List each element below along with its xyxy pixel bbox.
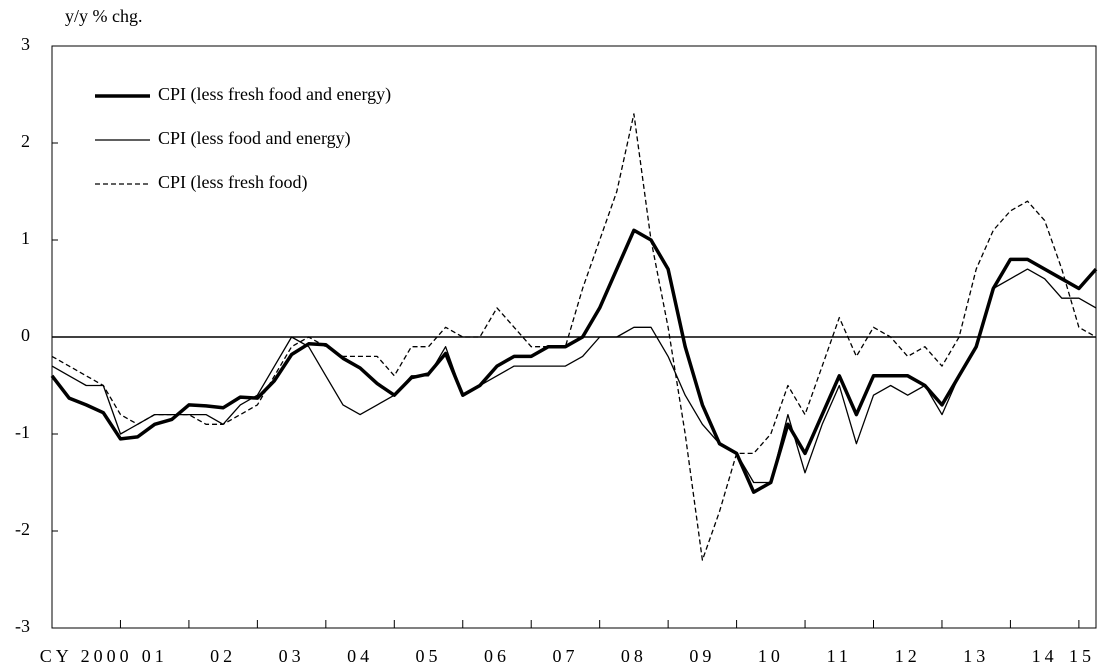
x-tick-label: 15	[1069, 646, 1095, 666]
series-line	[51, 268, 1097, 484]
y-tick-label: -1	[15, 422, 30, 442]
series-line	[51, 113, 1097, 561]
y-axis-label: y/y % chg.	[65, 6, 142, 26]
x-tick-label: 04	[347, 646, 373, 666]
y-tick-label: 3	[21, 34, 30, 54]
x-tick-label: 06	[484, 646, 510, 666]
x-tick-label: 14	[1032, 646, 1058, 666]
x-tick-label: 02	[210, 646, 236, 666]
legend-label: CPI (less fresh food)	[158, 172, 307, 193]
y-tick-label: 0	[21, 325, 30, 345]
legend-label: CPI (less food and energy)	[158, 128, 351, 149]
x-tick-label: 10	[758, 646, 784, 666]
x-tick-label: 05	[416, 646, 442, 666]
x-tick-label: CY 2000	[40, 646, 133, 666]
x-tick-label: 09	[689, 646, 715, 666]
y-tick-label: -2	[15, 519, 30, 539]
x-tick-label: 13	[963, 646, 989, 666]
x-tick-label: 12	[895, 646, 921, 666]
legend-label: CPI (less fresh food and energy)	[158, 84, 391, 105]
x-tick-label: 11	[827, 646, 852, 666]
y-tick-label: 1	[21, 228, 30, 248]
y-tick-label: 2	[21, 131, 30, 151]
x-tick-label: 03	[279, 646, 305, 666]
series-line	[50, 228, 1098, 494]
y-tick-label: -3	[15, 616, 30, 636]
x-tick-label: 07	[552, 646, 578, 666]
x-tick-label: 08	[621, 646, 647, 666]
x-tick-label: 01	[142, 646, 168, 666]
